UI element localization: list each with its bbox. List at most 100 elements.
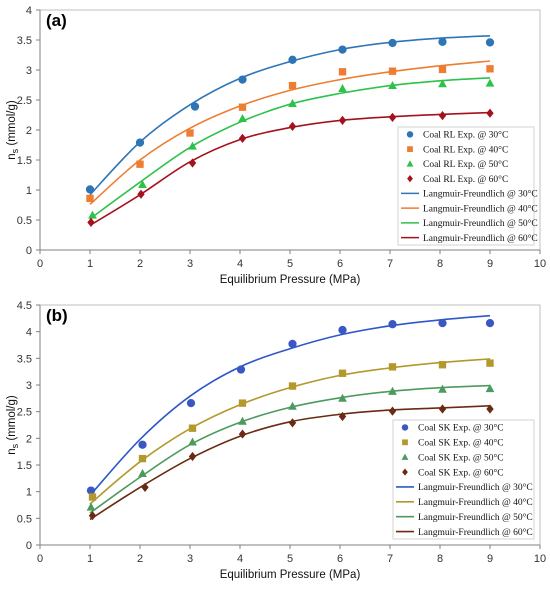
panel-label: (b) [46, 306, 68, 325]
data-point-series-0 [190, 102, 200, 111]
data-point-series-2 [138, 468, 147, 477]
data-point-series-3 [388, 406, 397, 416]
data-point-series-0 [388, 320, 397, 329]
x-tick-label: 6 [337, 258, 343, 270]
fit-line-series-4 [89, 314, 491, 496]
data-point-series-3 [288, 418, 297, 428]
data-point-series-3 [486, 108, 494, 118]
x-tick-label: 3 [187, 553, 193, 565]
data-point-series-3 [238, 133, 247, 143]
x-tick-label: 1 [87, 553, 93, 565]
data-point-series-0 [86, 486, 96, 495]
data-point-series-0 [288, 339, 297, 349]
data-point-series-0 [338, 45, 347, 54]
legend-label: Langmuir-Freundlich @ 30°C [423, 189, 538, 200]
x-tick-label: 1 [87, 258, 93, 270]
data-point-series-0 [238, 75, 247, 84]
legend-marker-series-3 [402, 468, 408, 476]
x-tick-label: 7 [387, 258, 393, 270]
legend-marker-series-1 [407, 146, 413, 153]
data-point-series-3 [87, 217, 95, 227]
data-point-series-3 [238, 429, 247, 439]
x-tick-label: 0 [37, 553, 43, 565]
data-point-series-3 [338, 411, 347, 422]
data-point-series-2 [238, 114, 247, 123]
legend-label: Langmuir-Freundlich @ 40°C [418, 497, 533, 508]
data-point-series-2 [338, 84, 347, 93]
y-tick-label: 2 [26, 125, 32, 137]
legend: Coal SK Exp. @ 30°C Coal SK Exp. @ 40°C Co… [392, 419, 535, 540]
y-tick-label: 0 [26, 245, 32, 257]
data-point-series-2 [438, 384, 447, 393]
x-tick-label: 5 [287, 258, 293, 270]
data-point-series-3 [88, 511, 97, 521]
legend-marker-series-2 [406, 160, 414, 167]
x-tick-label: 8 [437, 258, 443, 270]
x-tick-label: 2 [137, 258, 143, 270]
panel-label: (a) [46, 11, 67, 30]
data-point-series-2 [388, 386, 397, 395]
y-tick-label: 3.5 [17, 35, 32, 47]
data-point-series-1 [288, 382, 297, 390]
data-point-series-2 [438, 79, 447, 88]
data-point-series-2 [188, 437, 197, 446]
x-tick-label: 4 [237, 553, 243, 565]
y-tick-label: 1.5 [17, 155, 32, 167]
data-point-series-0 [288, 55, 297, 64]
legend-marker-series-0 [406, 131, 414, 138]
y-tick-label: 4.5 [17, 300, 32, 312]
data-point-series-2 [188, 141, 197, 150]
x-tick-label: 0 [37, 258, 43, 270]
x-tick-label: 9 [487, 553, 493, 565]
legend-label: Langmuir-Freundlich @ 60°C [423, 233, 538, 244]
legend-label: Langmuir-Freundlich @ 50°C [423, 218, 538, 229]
x-tick-label: 4 [237, 258, 243, 270]
data-point-series-3 [388, 112, 397, 122]
legend-label: Coal RL Exp. @ 40°C [423, 144, 508, 155]
y-tick-label: 0.5 [17, 513, 32, 525]
legend-label: Coal RL Exp. @ 50°C [423, 159, 508, 170]
y-axis-title: ns (mmol/g) [6, 100, 20, 160]
y-tick-label: 1.5 [17, 460, 32, 472]
data-point-series-1 [486, 359, 494, 367]
data-point-series-0 [186, 398, 196, 408]
x-tick-label: 5 [287, 553, 293, 565]
data-point-series-0 [338, 325, 347, 335]
legend-label: Coal SK Exp. @ 60°C [418, 467, 504, 478]
data-point-series-3 [188, 451, 197, 462]
data-point-series-3 [338, 115, 347, 125]
data-point-series-1 [438, 65, 447, 74]
x-tick-label: 8 [437, 553, 443, 565]
data-point-series-0 [135, 138, 145, 147]
legend-marker-series-2 [401, 453, 409, 460]
x-tick-label: 3 [187, 258, 193, 270]
data-point-series-3 [137, 189, 145, 199]
legend-label: Langmuir-Freundlich @ 30°C [418, 482, 533, 493]
data-point-series-2 [88, 210, 97, 219]
data-point-series-1 [86, 194, 94, 203]
y-tick-label: 0.5 [17, 215, 32, 227]
data-point-series-1 [338, 68, 347, 76]
data-point-series-1 [288, 81, 297, 90]
data-point-series-3 [288, 121, 297, 131]
y-tick-label: 1 [26, 185, 32, 197]
data-point-series-1 [338, 369, 347, 377]
legend-label: Langmuir-Freundlich @ 40°C [423, 203, 538, 214]
legend-label: Coal SK Exp. @ 30°C [418, 423, 504, 434]
y-tick-label: 3 [26, 380, 32, 392]
y-tick-label: 3 [26, 65, 32, 77]
fit-line-series-5 [89, 60, 491, 205]
y-tick-label: 2.5 [17, 95, 32, 107]
data-point-series-1 [138, 454, 147, 463]
legend-label: Coal SK Exp. @ 40°C [418, 438, 504, 449]
data-point-series-3 [141, 482, 149, 492]
legend: Coal RL Exp. @ 30°C Coal RL Exp. @ 40°C Co… [397, 126, 538, 246]
data-point-series-1 [388, 363, 397, 371]
y-tick-label: 2.5 [17, 407, 32, 419]
data-point-series-2 [388, 81, 397, 90]
y-tick-label: 2 [26, 433, 32, 445]
data-point-series-1 [188, 424, 197, 432]
data-point-series-1 [438, 361, 447, 369]
legend-label: Coal SK Exp. @ 50°C [418, 452, 504, 463]
